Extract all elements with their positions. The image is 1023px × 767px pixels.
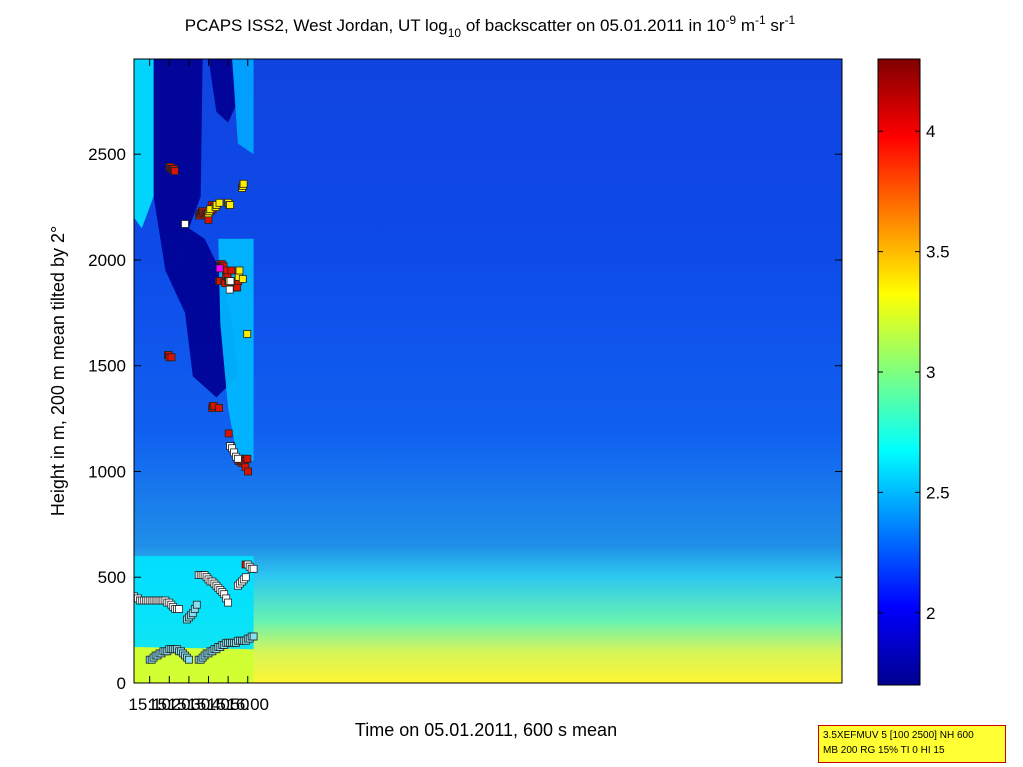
mixing-height-white-marker [224,598,233,607]
cloud-base-red-marker [244,467,253,476]
mixing-height-white-marker [226,277,235,286]
x-tick-label: 16:00 [226,695,269,714]
colorbar-tick-label: 4 [926,122,935,141]
x-axis-label: Time on 05.01.2011, 600 s mean [355,720,617,740]
x-tick-label: 15:30 [168,695,211,714]
region-light-top-right [232,59,254,155]
y-tick-label: 2500 [88,145,126,164]
chart-title: PCAPS ISS2, West Jordan, UT log10 of bac… [185,13,796,40]
mixing-height-white-marker [233,454,242,463]
cloud-base-red-marker [243,454,252,463]
cloud-base-yellow-marker [226,201,235,209]
region-dark-top-right [208,59,238,123]
cloud-base-red-marker [167,353,176,362]
y-tick-label: 500 [98,568,126,587]
y-tick-label: 1500 [88,357,126,376]
cloud-base-red-marker [215,404,224,412]
region-dark-band-upper [153,59,203,271]
mixing-height-cyan-marker [249,632,258,641]
colorbar-tick-label: 3.5 [926,243,950,262]
mixing-height-white-marker [249,564,258,573]
x-tick-label: 15:50 [207,695,250,714]
y-tick-label: 2000 [88,251,126,270]
x-tick-label: 15:10 [128,695,171,714]
cloud-markers [134,162,258,664]
y-tick-label: 0 [117,674,126,693]
cloud-base-red-marker [227,266,236,275]
cloud-base-yellow-marker [238,275,247,283]
cloud-base-yellow-marker [243,330,252,338]
plot-area [134,59,842,683]
cloud-base-red-marker [204,215,213,224]
mixing-height-white-marker [225,285,234,294]
y-axis: 0 500 1000 1500 2000 2500 [88,145,842,693]
mixing-height-white-marker [241,573,250,582]
cloud-base-red-marker [170,167,179,176]
x-tick-label: 15:20 [148,695,191,714]
cloud-base-yellow-marker [239,179,248,188]
region-light-upper-left [134,59,154,229]
settings-note: 3.5XEFMUV 5 [100 2500] NH 600 MB 200 RG … [818,725,1006,763]
mixing-height-cyan-marker [184,655,193,664]
settings-note-line-2: MB 200 RG 15% TI 0 HI 15 [823,745,945,756]
cloud-base-magenta-marker [215,264,224,273]
colorbar-tick-label: 3 [926,363,935,382]
settings-note-line-1: 3.5XEFMUV 5 [100 2500] NH 600 [823,730,974,741]
colorbar-tick-label: 2.5 [926,483,950,502]
y-axis-label: Height in m, 200 m mean tilted by 2° [48,226,68,516]
y-tick-label: 1000 [88,462,126,481]
region-light-right [218,238,254,461]
mixing-height-cyan-marker [192,600,201,609]
cloud-base-yellow-marker [215,198,224,207]
colorbar [877,58,921,686]
mixing-height-white-marker [181,220,189,228]
backscatter-regions [134,59,254,683]
mixing-height-white-marker [175,605,184,613]
x-tick-label: 15:40 [187,695,230,714]
colorbar-tick-label: 2 [926,604,935,623]
colorbar-axis: 2 2.5 3 3.5 4 [878,122,950,623]
cloud-base-yellow-marker [235,266,244,275]
plot-frame [133,58,843,684]
cloud-base-red-marker [224,429,233,438]
